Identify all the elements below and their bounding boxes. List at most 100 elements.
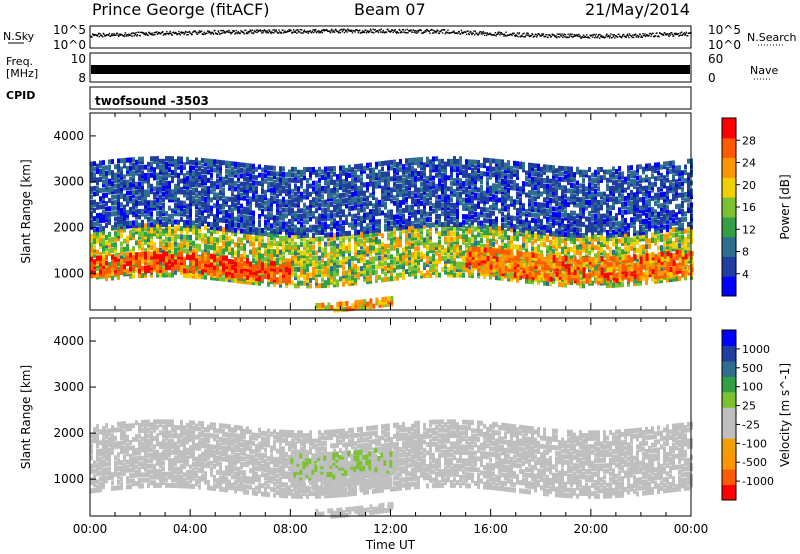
power-cell: [510, 271, 513, 277]
power-cell: [606, 283, 609, 289]
power-cell: [249, 210, 252, 216]
power-cell: [399, 236, 402, 242]
power-cell: [432, 242, 435, 248]
power-cell: [201, 163, 204, 169]
power-cell: [249, 168, 252, 174]
power-cell: [111, 172, 114, 178]
power-cell: [447, 247, 450, 253]
power-cell: [687, 244, 690, 250]
power-cell: [531, 235, 534, 241]
power-cell: [96, 263, 99, 269]
power-cell: [480, 269, 484, 275]
power-cell: [282, 272, 285, 278]
power-cell: [180, 270, 183, 276]
power-cell: [483, 261, 487, 267]
power-cell: [582, 256, 586, 262]
noise-point: [239, 32, 241, 34]
power-cell: [147, 225, 150, 231]
power-cell: [357, 266, 360, 272]
power-cell: [162, 161, 165, 167]
power-cell: [210, 245, 213, 251]
power-cell: [141, 229, 144, 235]
power-cell: [219, 271, 222, 277]
noise-point: [108, 34, 110, 37]
power-cell: [588, 269, 591, 275]
power-cell: [114, 244, 117, 250]
power-cell: [636, 273, 640, 279]
power-cell: [222, 201, 225, 207]
noise-point: [371, 31, 374, 33]
power-cell: [246, 193, 249, 199]
power-cell: [360, 266, 363, 272]
power-cell: [252, 180, 255, 186]
power-cell: [249, 249, 252, 255]
power-cell: [180, 200, 183, 206]
power-cell: [348, 275, 351, 281]
power-cell: [441, 255, 444, 261]
power-cell: [288, 247, 291, 253]
power-cell: [219, 165, 222, 171]
power-cell: [285, 247, 288, 253]
power-cell: [96, 249, 99, 255]
power-cell: [198, 232, 201, 238]
power-cell: [150, 213, 153, 219]
power-cell: [477, 224, 480, 230]
power-cell: [204, 247, 207, 253]
power-cell: [231, 169, 234, 175]
noise-point: [101, 35, 103, 37]
power-cell: [279, 252, 282, 258]
power-cell: [561, 255, 565, 261]
power-cell: [222, 193, 225, 199]
power-cell: [333, 268, 336, 274]
noise-point: [551, 33, 553, 35]
noise-point: [146, 33, 148, 35]
noise-point: [564, 33, 567, 36]
power-cell: [609, 247, 612, 253]
power-cell: [117, 230, 120, 236]
power-cell: [114, 242, 117, 248]
power-cell: [123, 258, 126, 264]
power-cell: [180, 216, 183, 222]
power-cell: [255, 197, 258, 203]
power-cell: [522, 262, 526, 268]
noise-point: [110, 34, 113, 36]
power-cell: [462, 256, 465, 262]
power-cell: [156, 233, 159, 239]
power-cell: [627, 257, 631, 263]
power-cell: [222, 217, 225, 223]
power-cell: [486, 224, 489, 230]
power-cell: [423, 253, 426, 259]
power-cell: [126, 243, 129, 249]
power-cell: [228, 171, 231, 177]
power-cell: [513, 233, 516, 239]
power-cell: [156, 247, 159, 253]
power-cell: [393, 240, 396, 246]
power-cell: [213, 248, 216, 254]
power-cell: [213, 250, 216, 256]
power-cell: [366, 246, 369, 252]
power-cell: [177, 219, 180, 225]
power-cell: [90, 175, 93, 181]
power-cell: [138, 184, 141, 190]
power-cell: [267, 243, 270, 249]
power-cell: [279, 282, 282, 288]
power-cell: [657, 271, 661, 277]
power-cell: [147, 236, 150, 242]
power-cell: [252, 174, 255, 180]
power-cell: [588, 278, 592, 284]
power-cell: [132, 257, 135, 263]
power-cell: [477, 266, 481, 272]
power-cell: [354, 247, 357, 253]
power-cell: [546, 234, 549, 240]
power-cell: [480, 265, 483, 271]
power-cell: [180, 156, 183, 162]
power-cell: [585, 278, 589, 284]
power-cell: [336, 243, 339, 249]
noise-point: [100, 34, 103, 36]
power-cell: [411, 230, 414, 236]
power-cell: [459, 247, 462, 253]
power-cell: [387, 276, 390, 282]
power-cell: [111, 200, 114, 206]
power-cell: [195, 265, 198, 271]
noise-point: [394, 29, 396, 31]
